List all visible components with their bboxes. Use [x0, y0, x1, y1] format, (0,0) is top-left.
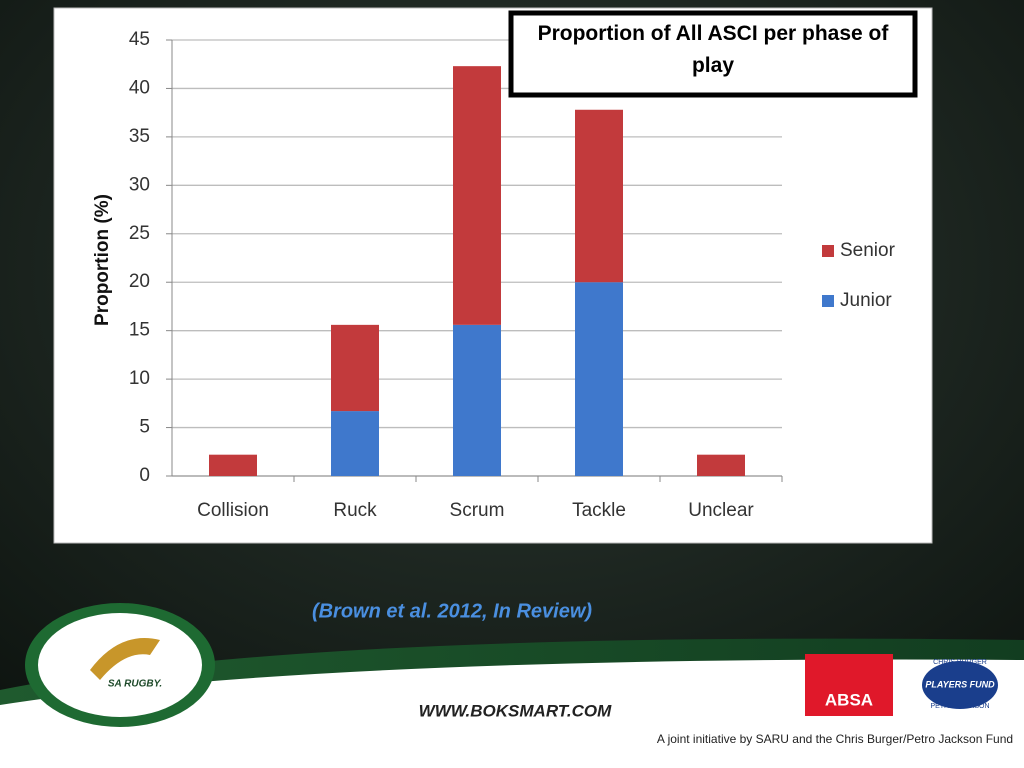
tagline: A joint initiative by SARU and the Chris…: [657, 732, 1013, 746]
bar-segment: [331, 324, 379, 412]
chart-title: Proportion of All ASCI per phase of play: [537, 22, 889, 77]
white-area: [0, 659, 1024, 768]
bar-segment: [453, 324, 501, 476]
absa-logo: [805, 654, 893, 716]
citation: (Brown et al. 2012, In Review): [312, 600, 592, 622]
bar-segment: [209, 454, 257, 476]
y-tick-label: 30: [129, 174, 150, 195]
y-tick-label: 45: [129, 29, 150, 50]
legend-swatch: [822, 295, 834, 307]
x-tick-label: Unclear: [688, 500, 754, 521]
logo-disc: [38, 613, 202, 717]
fund-name: PLAYERS FUND: [925, 679, 995, 689]
y-tick-label: 25: [129, 223, 150, 244]
title-box: [508, 10, 918, 98]
bar-segment: [575, 109, 623, 283]
y-tick-label: 15: [129, 320, 150, 341]
legend-swatch: [822, 245, 834, 257]
fund-logo: [922, 661, 998, 709]
bar-segment: [331, 411, 379, 476]
springbok-icon: [90, 638, 160, 680]
y-tick-label: 35: [129, 126, 150, 147]
x-tick-label: Scrum: [450, 500, 505, 521]
y-axis-label: Proportion (%): [92, 194, 113, 326]
bar-segment: [575, 282, 623, 476]
title-holder: Proportion of All ASCI per phase of play: [537, 22, 889, 77]
y-tick-label: 0: [139, 465, 150, 486]
legend-label: Senior: [840, 240, 896, 261]
legend-label: Junior: [840, 290, 892, 311]
fund-bottom: PETRO JACKSON: [930, 703, 989, 710]
bar-segment: [453, 66, 501, 325]
plot: 0 5 10 15 20 25 30 35 40 45 Collision Ruck Scrum Tack…: [129, 29, 896, 521]
y-tick-label: 10: [129, 368, 150, 389]
y-tick-label: 5: [139, 417, 150, 438]
absa: ABSA: [825, 690, 873, 709]
website: WWW.BOKSMART.COM: [419, 701, 612, 720]
x-tick-label: Tackle: [572, 500, 626, 521]
x-tick-label: Ruck: [333, 500, 377, 521]
y-tick-label: 40: [129, 77, 150, 98]
x-tick-label: Collision: [197, 500, 269, 521]
bar-segment: [697, 454, 745, 476]
fund-top: CHRIS BURGER: [933, 659, 987, 666]
sa-rugby: SA RUGBY.: [108, 679, 162, 690]
y-tick-label: 20: [129, 271, 150, 292]
